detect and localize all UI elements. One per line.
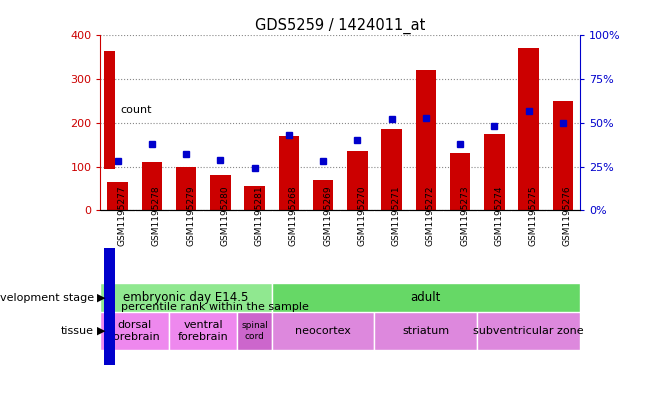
Text: development stage: development stage (0, 293, 94, 303)
Bar (108, 182, 128, 210)
Text: subventricular zone: subventricular zone (473, 326, 584, 336)
Bar (518, 48, 539, 210)
Text: GSM1195277: GSM1195277 (117, 186, 126, 246)
Bar (375, 312, 477, 350)
Bar (477, 312, 580, 350)
Bar (169, 312, 237, 350)
Bar (100, 312, 169, 350)
Text: embryonic day E14.5: embryonic day E14.5 (123, 291, 249, 304)
Text: neocortex: neocortex (295, 326, 351, 336)
Text: GSM1195273: GSM1195273 (460, 186, 469, 246)
Bar (244, 186, 265, 210)
Text: GSM1195270: GSM1195270 (357, 186, 366, 246)
Bar (176, 167, 196, 210)
Bar (104, 51, 115, 169)
Text: GSM1195279: GSM1195279 (186, 186, 195, 246)
Bar (553, 101, 573, 210)
Bar (141, 162, 162, 210)
Text: GSM1195278: GSM1195278 (152, 186, 161, 246)
Text: striatum: striatum (402, 326, 450, 336)
Bar (100, 283, 272, 312)
Bar (313, 180, 333, 210)
Bar (347, 151, 367, 210)
Text: count: count (121, 105, 152, 115)
Text: ▶: ▶ (97, 326, 106, 336)
Text: GSM1195268: GSM1195268 (289, 186, 298, 246)
Bar (272, 283, 580, 312)
Text: GSM1195272: GSM1195272 (426, 186, 435, 246)
Bar (272, 312, 375, 350)
Text: ventral
forebrain: ventral forebrain (178, 320, 229, 342)
Bar (237, 312, 272, 350)
Text: percentile rank within the sample: percentile rank within the sample (121, 301, 308, 312)
Bar (415, 70, 436, 210)
Text: GSM1195276: GSM1195276 (563, 186, 572, 246)
Text: adult: adult (411, 291, 441, 304)
Text: GSM1195281: GSM1195281 (255, 186, 264, 246)
Text: ▶: ▶ (97, 293, 106, 303)
Title: GDS5259 / 1424011_at: GDS5259 / 1424011_at (255, 18, 425, 34)
Bar (210, 175, 231, 210)
Text: GSM1195280: GSM1195280 (220, 186, 229, 246)
Text: GSM1195275: GSM1195275 (529, 186, 538, 246)
Text: tissue: tissue (61, 326, 94, 336)
Text: GSM1195269: GSM1195269 (323, 186, 332, 246)
Bar (450, 153, 470, 210)
Bar (381, 129, 402, 210)
Text: GSM1195271: GSM1195271 (391, 186, 400, 246)
Bar (484, 134, 505, 210)
Text: spinal
cord: spinal cord (241, 321, 268, 341)
Bar (104, 248, 115, 365)
Bar (279, 136, 299, 210)
Text: dorsal
forebrain: dorsal forebrain (110, 320, 160, 342)
Text: GSM1195274: GSM1195274 (494, 186, 503, 246)
